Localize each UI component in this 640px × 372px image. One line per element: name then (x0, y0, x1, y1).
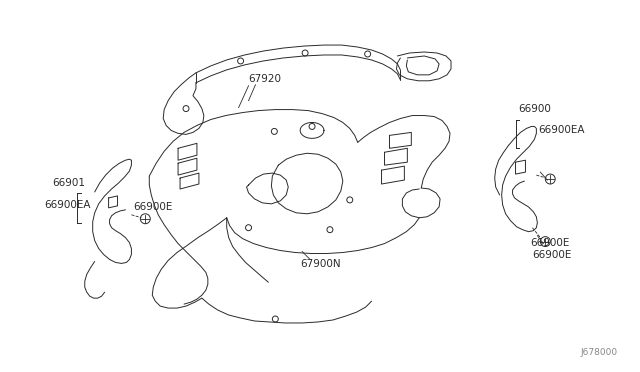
Text: 66900: 66900 (518, 103, 552, 113)
Text: 66900E: 66900E (531, 238, 570, 247)
Text: 66900EA: 66900EA (44, 200, 91, 210)
Text: J678000: J678000 (580, 348, 618, 357)
Text: 66901: 66901 (52, 178, 85, 188)
Text: 66900E: 66900E (532, 250, 572, 260)
Text: 67900N: 67900N (300, 259, 340, 269)
Text: 66900E: 66900E (133, 202, 173, 212)
Text: 67920: 67920 (248, 74, 282, 84)
Text: 66900EA: 66900EA (538, 125, 585, 135)
